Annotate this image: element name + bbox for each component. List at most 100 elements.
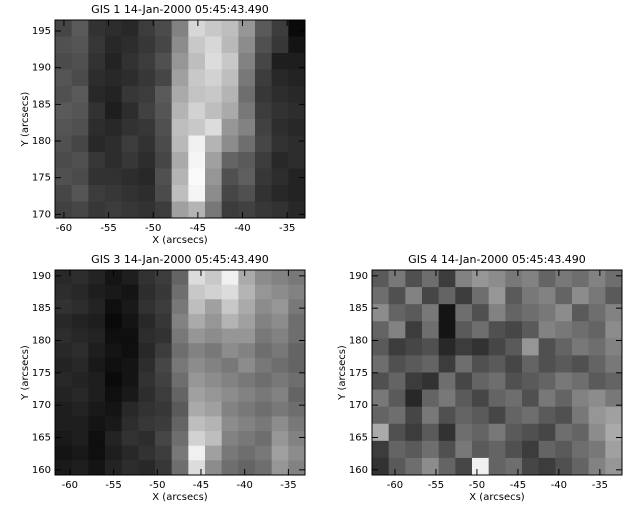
pixel: [522, 304, 540, 322]
pixel: [88, 299, 106, 315]
pixel: [88, 313, 106, 330]
pixel: [271, 20, 289, 37]
pixel: [138, 69, 156, 87]
pixel: [238, 416, 256, 432]
pixel: [71, 445, 89, 461]
pixel: [372, 321, 390, 339]
pixel: [138, 168, 156, 186]
pixel: [255, 372, 273, 388]
pixel: [88, 460, 106, 476]
pixel: [171, 284, 189, 300]
pixel: [438, 270, 456, 288]
pixel: [71, 201, 89, 219]
pixel: [455, 389, 473, 408]
pixel: [155, 102, 173, 120]
pixel: [388, 304, 406, 322]
pixel: [538, 406, 556, 425]
pixel: [288, 401, 306, 417]
pixel: [422, 287, 440, 305]
pixel: [105, 36, 123, 54]
pixel: [405, 338, 423, 356]
y-tick-label: 165: [349, 432, 368, 443]
pixel: [238, 36, 256, 54]
pixel: [488, 406, 506, 425]
pixel: [171, 299, 189, 315]
pixel: [455, 270, 473, 288]
pixel: [171, 102, 189, 120]
pixel: [372, 406, 390, 425]
pixel: [205, 20, 223, 37]
pixel: [71, 416, 89, 432]
pixel: [138, 135, 156, 153]
pixel: [388, 406, 406, 425]
pixel: [271, 401, 289, 417]
pixel: [288, 416, 306, 432]
pixel: [221, 416, 239, 432]
pixel: [88, 36, 106, 54]
y-axis-label: Y (arcsecs): [20, 345, 31, 401]
pixel: [438, 321, 456, 339]
y-tick-label: 190: [349, 271, 368, 282]
pixel: [422, 270, 440, 288]
pixel: [555, 372, 573, 391]
pixel: [171, 401, 189, 417]
pixel: [55, 69, 73, 87]
pixel: [171, 69, 189, 87]
pixel: [55, 357, 73, 373]
pixel: [271, 357, 289, 373]
pixel: [221, 328, 239, 344]
x-tick-label: -40: [234, 223, 250, 234]
pixel: [221, 20, 239, 37]
pixel: [138, 328, 156, 344]
pixel: [522, 321, 540, 339]
pixel: [188, 431, 206, 447]
pixel: [605, 287, 623, 305]
pixel: [221, 343, 239, 359]
pixel: [372, 287, 390, 305]
pixel: [538, 389, 556, 408]
pixel: [88, 69, 106, 87]
pixel: [155, 284, 173, 300]
pixel: [522, 270, 540, 288]
pixel: [605, 338, 623, 356]
pixel: [155, 416, 173, 432]
pixel: [205, 431, 223, 447]
pixel: [155, 372, 173, 388]
pixel: [138, 445, 156, 461]
pixel: [71, 53, 89, 70]
pixel: [505, 406, 523, 425]
pixel: [455, 304, 473, 322]
pixel: [138, 372, 156, 388]
pixel: [171, 445, 189, 461]
pixel: [455, 406, 473, 425]
y-tick-label: 175: [32, 368, 51, 379]
pixel: [88, 119, 106, 136]
pixel: [588, 389, 606, 408]
pixel: [71, 401, 89, 417]
pixel: [422, 321, 440, 339]
pixel: [422, 440, 440, 459]
pixel: [605, 406, 623, 425]
pixel: [488, 440, 506, 459]
pixel: [505, 355, 523, 373]
pixel: [188, 270, 206, 286]
pixel: [71, 102, 89, 120]
pixel: [388, 457, 406, 476]
pixel: [155, 168, 173, 186]
pixel: [105, 20, 123, 37]
pixel: [438, 372, 456, 391]
pixel: [221, 168, 239, 186]
pixel: [455, 423, 473, 442]
pixel: [372, 270, 390, 288]
pixel: [138, 416, 156, 432]
pixel: [88, 387, 106, 403]
pixel: [271, 119, 289, 136]
pixel: [105, 135, 123, 153]
pixel: [105, 270, 123, 286]
y-tick-label: 185: [32, 99, 51, 110]
pixel: [55, 401, 73, 417]
pixel: [288, 387, 306, 403]
pixel: [472, 321, 490, 339]
pixel: [188, 69, 206, 87]
